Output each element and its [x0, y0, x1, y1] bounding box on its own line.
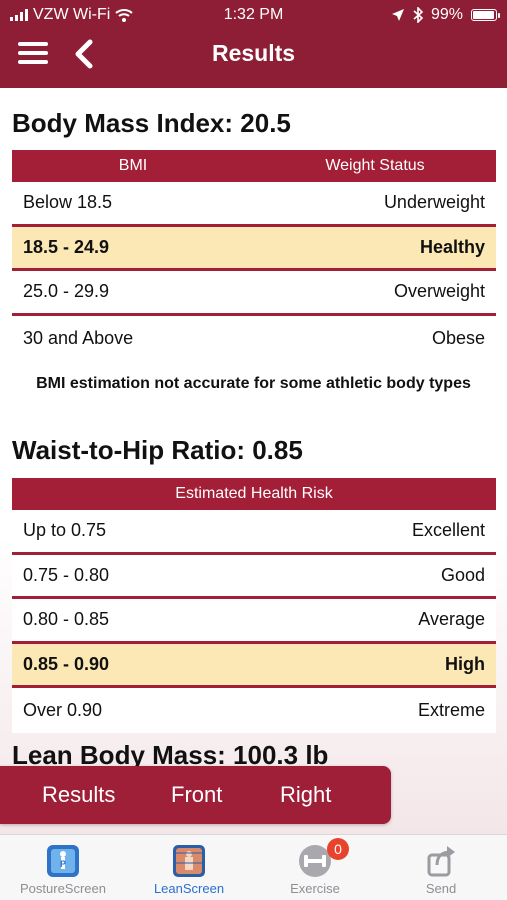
tabbar-item-posturescreen[interactable]: P PostureScreen [0, 841, 126, 899]
battery-icon [471, 9, 500, 21]
lean-screen-icon [173, 845, 205, 877]
hamburger-icon [18, 42, 48, 46]
bmi-status: Healthy [419, 236, 485, 257]
whr-status: Good [440, 564, 485, 585]
carrier-label: VZW Wi-Fi [33, 6, 111, 23]
tabbar-label: PostureScreen [20, 881, 106, 896]
back-button[interactable] [70, 38, 98, 70]
whr-status: High [445, 654, 485, 675]
table-row-highlighted: 0.85 - 0.90 High [12, 643, 496, 689]
whr-table: Estimated Health Risk Up to 0.75 Excelle… [12, 478, 496, 733]
whr-table-header: Estimated Health Risk [12, 478, 496, 510]
whr-status: Extreme [417, 700, 485, 721]
weight-status-column-header: Weight Status [325, 157, 425, 174]
menu-button[interactable] [18, 42, 48, 68]
status-bar: VZW Wi-Fi 1:32 PM 99% [0, 0, 507, 30]
bmi-title: Body Mass Index: 20.5 [12, 108, 291, 138]
svg-text:P: P [60, 859, 66, 869]
table-row: Below 18.5 Underweight [12, 182, 496, 227]
view-tabs: Results Front Right [0, 766, 391, 824]
dumbbell-icon [299, 845, 331, 877]
table-row: 30 and Above Obese [12, 315, 496, 361]
tabbar-item-exercise[interactable]: 0 Exercise [252, 838, 378, 899]
whr-range: 0.75 - 0.80 [23, 564, 110, 585]
posture-screen-icon: P [47, 845, 79, 877]
battery-label: 99% [430, 6, 463, 23]
whr-range: Over 0.90 [23, 700, 103, 721]
bmi-status: Obese [431, 327, 485, 348]
bluetooth-icon [413, 7, 423, 23]
whr-title: Waist-to-Hip Ratio: 0.85 [12, 435, 303, 465]
exercise-badge: 0 [327, 838, 349, 860]
bmi-range: 18.5 - 24.9 [23, 236, 110, 257]
status-time: 1:32 PM [223, 6, 284, 23]
tabbar-label: Exercise [290, 881, 340, 896]
top-bar: VZW Wi-Fi 1:32 PM 99% Results [0, 0, 507, 88]
whr-range: 0.85 - 0.90 [23, 654, 110, 675]
whr-range: 0.80 - 0.85 [23, 609, 110, 630]
table-row: Up to 0.75 Excellent [12, 510, 496, 555]
results-content[interactable]: Body Mass Index: 20.5 BMI Weight Status … [0, 88, 507, 834]
table-row: 25.0 - 29.9 Overweight [12, 271, 496, 316]
bmi-range: Below 18.5 [23, 192, 113, 213]
signal-icon [10, 9, 28, 21]
bmi-column-header: BMI [118, 157, 148, 174]
lbm-title: Lean Body Mass: 100.3 lb [12, 740, 329, 770]
bottom-tab-bar: P PostureScreen LeanScreen 0 Exercise [0, 834, 507, 900]
tabbar-item-send[interactable]: Send [378, 841, 504, 899]
bmi-status: Overweight [393, 281, 485, 302]
tab-results[interactable]: Results [42, 782, 116, 807]
tab-right[interactable]: Right [280, 782, 332, 807]
bmi-range: 25.0 - 29.9 [23, 281, 110, 302]
bmi-status: Underweight [383, 192, 485, 213]
tabbar-label: LeanScreen [153, 881, 225, 896]
whr-status: Excellent [411, 520, 485, 541]
table-row: 0.80 - 0.85 Average [12, 599, 496, 644]
bmi-table-header: BMI Weight Status [12, 150, 496, 182]
bmi-range: 30 and Above [23, 327, 134, 348]
status-left: VZW Wi-Fi [10, 6, 133, 24]
status-right: 99% [391, 6, 500, 24]
tabbar-label: Send [425, 881, 457, 896]
table-row: Over 0.90 Extreme [12, 688, 496, 733]
health-risk-column-header: Estimated Health Risk [175, 485, 333, 502]
bmi-note: BMI estimation not accurate for some ath… [36, 375, 471, 392]
whr-range: Up to 0.75 [23, 520, 107, 541]
whr-status: Average [418, 609, 485, 630]
share-icon [427, 846, 455, 877]
tabbar-item-leanscreen[interactable]: LeanScreen [126, 841, 252, 899]
table-row-highlighted: 18.5 - 24.9 Healthy [12, 226, 496, 272]
location-icon [391, 9, 404, 21]
nav-bar: Results [0, 30, 507, 80]
table-row: 0.75 - 0.80 Good [12, 554, 496, 600]
bmi-table: BMI Weight Status Below 18.5 Underweight… [12, 150, 496, 361]
tab-front[interactable]: Front [171, 782, 223, 807]
wifi-icon [115, 9, 133, 22]
